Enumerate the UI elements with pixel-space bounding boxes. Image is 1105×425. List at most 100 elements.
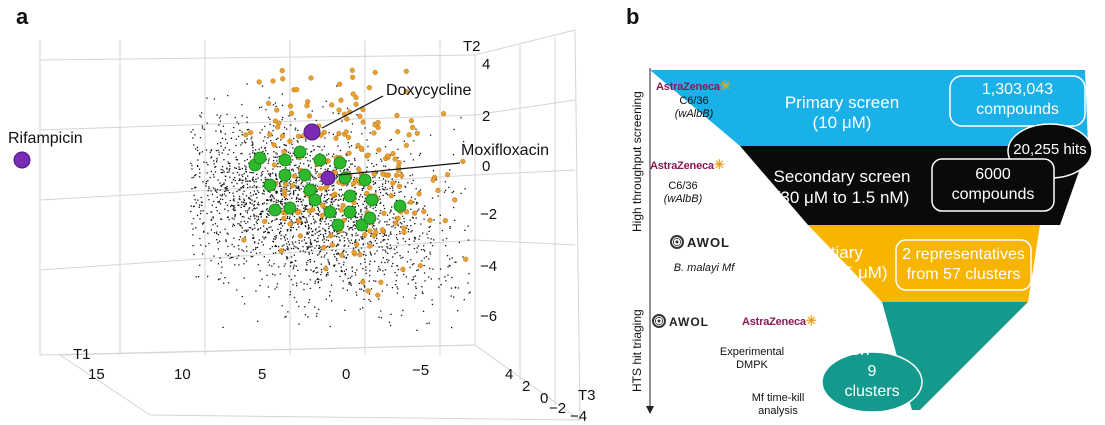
compound-point [303, 207, 305, 209]
compound-point [233, 205, 235, 207]
compound-point [340, 195, 342, 197]
compound-point [285, 234, 287, 236]
hit-point [336, 130, 342, 137]
compound-point [327, 223, 330, 225]
compound-point [311, 174, 313, 176]
hit-point [379, 227, 386, 233]
compound-point [242, 175, 244, 178]
hit-point [388, 193, 394, 199]
compound-point [380, 209, 382, 212]
compound-point [343, 261, 345, 263]
compound-point [364, 261, 366, 263]
compound-point [243, 263, 245, 265]
compound-point [284, 144, 286, 146]
compound-point [352, 221, 354, 223]
t3-tick-1: 2 [522, 378, 531, 395]
compound-point [355, 239, 357, 241]
compound-point [213, 255, 215, 257]
compound-point [344, 273, 346, 275]
compound-point [255, 181, 257, 183]
compound-point [403, 217, 405, 220]
compound-point [328, 198, 330, 200]
compound-point [406, 225, 408, 227]
compound-point [241, 103, 243, 106]
compound-point [303, 210, 306, 212]
compound-point [261, 241, 263, 243]
compound-point [220, 115, 222, 117]
compound-point [234, 216, 236, 218]
compound-point [286, 128, 288, 130]
compound-point [281, 190, 283, 192]
compound-point [265, 159, 267, 161]
compound-point [252, 186, 254, 188]
compound-point [255, 252, 258, 254]
compound-point [225, 175, 227, 178]
compound-point [361, 188, 363, 190]
compound-point [283, 186, 285, 189]
compound-point [392, 262, 394, 265]
compound-point [281, 93, 283, 95]
compound-point [293, 191, 295, 193]
compound-point [422, 232, 424, 234]
compound-point [343, 170, 345, 172]
compound-point [210, 157, 212, 159]
compound-point [332, 189, 334, 191]
compound-point [275, 245, 277, 247]
compound-point [267, 153, 269, 155]
compound-point [414, 198, 416, 200]
compound-point [319, 218, 321, 221]
compound-point [437, 195, 439, 197]
compound-point [342, 280, 344, 282]
compound-point [232, 223, 234, 225]
compound-point [370, 288, 373, 290]
compound-point [335, 177, 337, 179]
compound-point [262, 210, 264, 213]
compound-point [280, 234, 282, 237]
compound-point [306, 246, 308, 248]
hit-point [380, 171, 386, 177]
compound-point [350, 218, 352, 220]
compound-point [302, 199, 304, 201]
compound-point [207, 195, 209, 197]
compound-point [404, 240, 407, 243]
compound-point [384, 269, 387, 271]
hit-point [395, 129, 401, 135]
final-side-line3: Mf time-kill [751, 392, 805, 404]
compound-point [219, 189, 221, 191]
compound-point [314, 176, 316, 179]
cluster-point [303, 183, 317, 197]
compound-point [227, 254, 229, 257]
compound-point [219, 198, 222, 200]
compound-point [384, 189, 386, 191]
compound-point [313, 222, 315, 224]
compound-point [280, 223, 282, 225]
compound-point [233, 195, 235, 197]
compound-point [229, 257, 231, 259]
compound-point [324, 168, 326, 171]
compound-point [290, 247, 293, 250]
compound-point [293, 190, 295, 192]
compound-point [192, 234, 194, 236]
compound-point [296, 285, 298, 287]
compound-point [306, 182, 308, 184]
compound-point [243, 277, 245, 279]
compound-point [423, 249, 425, 251]
compound-point [285, 256, 288, 258]
compound-point [347, 238, 349, 240]
compound-point [325, 200, 327, 203]
compound-point [295, 164, 297, 166]
compound-point [429, 267, 431, 270]
compound-point [309, 259, 312, 261]
compound-point [298, 198, 300, 200]
compound-point [260, 214, 262, 216]
compound-point [298, 187, 300, 189]
compound-point [236, 171, 239, 174]
compound-point [223, 193, 226, 195]
compound-point [281, 225, 284, 227]
compound-point [295, 189, 297, 192]
hit-point [318, 186, 324, 192]
compound-point [329, 165, 331, 167]
compound-point [352, 229, 354, 231]
t2-tick-1: 2 [482, 108, 491, 125]
compound-point [344, 274, 346, 276]
